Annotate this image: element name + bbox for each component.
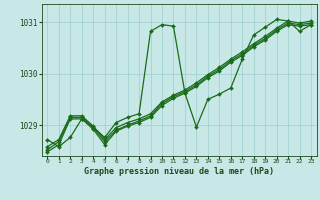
X-axis label: Graphe pression niveau de la mer (hPa): Graphe pression niveau de la mer (hPa) bbox=[84, 167, 274, 176]
